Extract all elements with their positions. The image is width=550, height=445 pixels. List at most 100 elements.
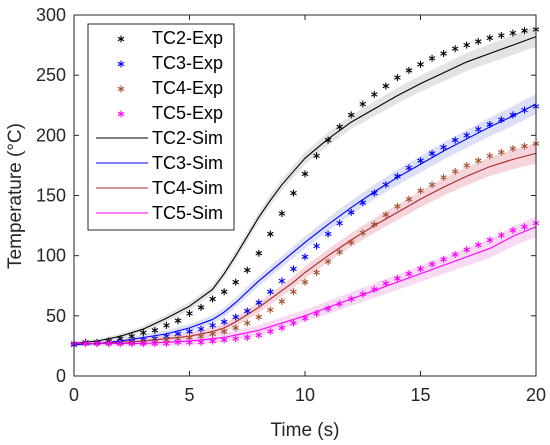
marker-tc2-exp xyxy=(417,60,424,68)
marker-tc3-exp xyxy=(463,131,471,139)
y-tick-label: 100 xyxy=(36,246,66,266)
marker-tc5-exp xyxy=(324,305,332,313)
marker-tc3-exp xyxy=(301,253,309,261)
marker-tc5-exp xyxy=(498,231,505,239)
legend-marker-tc2-exp xyxy=(117,35,125,43)
marker-tc3-exp xyxy=(197,325,205,333)
marker-tc5-exp xyxy=(451,250,459,258)
marker-tc5-exp xyxy=(197,338,205,346)
marker-tc5-exp xyxy=(382,279,390,287)
marker-tc3-exp xyxy=(394,172,401,180)
marker-tc5-exp xyxy=(370,285,378,293)
marker-tc5-exp xyxy=(105,340,112,348)
marker-tc4-exp xyxy=(394,202,401,210)
marker-tc3-exp xyxy=(267,288,274,296)
marker-tc4-exp xyxy=(428,181,436,189)
marker-tc4-exp xyxy=(486,152,494,160)
marker-tc2-exp xyxy=(313,152,320,160)
marker-tc5-exp xyxy=(220,336,228,344)
marker-tc4-exp xyxy=(336,248,343,256)
legend-label-tc5-sim: TC5-Sim xyxy=(152,203,223,223)
marker-tc2-exp xyxy=(359,100,367,108)
y-axis-label: Temperature (°C) xyxy=(5,123,26,269)
legend-label-tc2-sim: TC2-Sim xyxy=(152,128,223,148)
marker-tc2-exp xyxy=(267,230,274,238)
marker-tc2-exp xyxy=(290,189,297,197)
marker-tc2-exp xyxy=(394,74,401,82)
marker-tc5-exp xyxy=(394,275,401,283)
marker-tc2-exp xyxy=(428,54,436,62)
marker-tc4-exp xyxy=(451,167,459,175)
marker-tc5-exp xyxy=(243,333,251,341)
marker-tc2-exp xyxy=(474,37,482,45)
marker-tc5-exp xyxy=(139,340,147,348)
marker-tc3-exp xyxy=(220,318,228,326)
marker-tc4-exp xyxy=(474,157,482,165)
marker-tc2-exp xyxy=(209,295,216,303)
marker-tc3-exp xyxy=(186,327,193,335)
marker-tc2-exp xyxy=(163,321,170,329)
marker-tc3-exp xyxy=(347,208,355,216)
marker-tc2-exp xyxy=(139,329,147,337)
marker-tc4-exp xyxy=(220,327,228,335)
marker-tc5-exp xyxy=(405,270,413,278)
y-tick-label: 0 xyxy=(56,366,66,386)
marker-tc5-exp xyxy=(151,340,159,348)
marker-tc4-exp xyxy=(290,288,297,296)
marker-tc5-exp xyxy=(347,295,355,303)
marker-tc5-exp xyxy=(428,260,436,268)
marker-tc2-exp xyxy=(278,210,286,218)
marker-tc3-exp xyxy=(290,265,297,273)
marker-tc3-exp xyxy=(440,143,447,151)
marker-tc2-exp xyxy=(336,123,343,131)
marker-tc4-exp xyxy=(440,173,447,181)
marker-tc4-exp xyxy=(197,332,205,340)
y-axis-ticks: 0 50 100 150 200 250 300 xyxy=(36,5,536,386)
marker-tc2-exp xyxy=(451,45,459,53)
marker-tc4-exp xyxy=(498,148,505,156)
marker-tc3-exp xyxy=(313,242,320,250)
marker-tc4-exp xyxy=(267,306,274,314)
experiment-markers xyxy=(70,25,540,349)
marker-tc2-exp xyxy=(440,50,447,58)
x-tick-label: 0 xyxy=(69,385,79,405)
marker-tc4-exp xyxy=(278,297,286,305)
marker-tc5-exp xyxy=(336,300,343,308)
marker-tc5-exp xyxy=(359,290,367,298)
marker-tc4-exp xyxy=(324,258,332,266)
legend-label-tc3-exp: TC3-Exp xyxy=(152,53,223,73)
marker-tc3-exp xyxy=(232,313,240,321)
legend-marker-tc5-exp xyxy=(117,110,125,118)
marker-tc3-exp xyxy=(278,277,286,285)
marker-tc5-exp xyxy=(82,340,89,348)
marker-tc3-exp xyxy=(509,111,517,119)
band-tc3-sim xyxy=(74,93,536,347)
marker-tc5-exp xyxy=(255,331,263,339)
legend: TC2-Exp TC3-Exp TC4-Exp TC5-Exp TC2-Sim TC3-S… xyxy=(87,23,235,231)
marker-tc4-exp xyxy=(405,195,413,203)
marker-tc4-exp xyxy=(417,187,424,195)
marker-tc5-exp xyxy=(313,309,320,317)
marker-tc5-exp xyxy=(278,324,286,332)
marker-tc5-exp xyxy=(509,226,517,234)
marker-tc3-exp xyxy=(243,307,251,315)
marker-tc3-exp xyxy=(474,125,482,133)
marker-tc4-exp xyxy=(347,238,355,246)
marker-tc3-exp xyxy=(370,189,378,197)
marker-tc4-exp xyxy=(209,330,216,338)
marker-tc5-exp xyxy=(440,255,447,263)
marker-tc2-exp xyxy=(324,136,332,144)
marker-tc5-exp xyxy=(267,327,274,335)
marker-tc5-exp xyxy=(174,338,182,346)
legend-label-tc4-exp: TC4-Exp xyxy=(152,78,223,98)
line-tc2-sim xyxy=(73,36,537,345)
marker-tc2-exp xyxy=(509,29,517,37)
marker-tc4-exp xyxy=(382,211,390,219)
marker-tc5-exp xyxy=(417,265,424,273)
x-axis-label: Time (s) xyxy=(271,420,340,441)
marker-tc3-exp xyxy=(521,106,528,114)
marker-tc2-exp xyxy=(243,266,251,274)
marker-tc4-exp xyxy=(359,229,367,237)
marker-tc2-exp xyxy=(498,31,505,39)
